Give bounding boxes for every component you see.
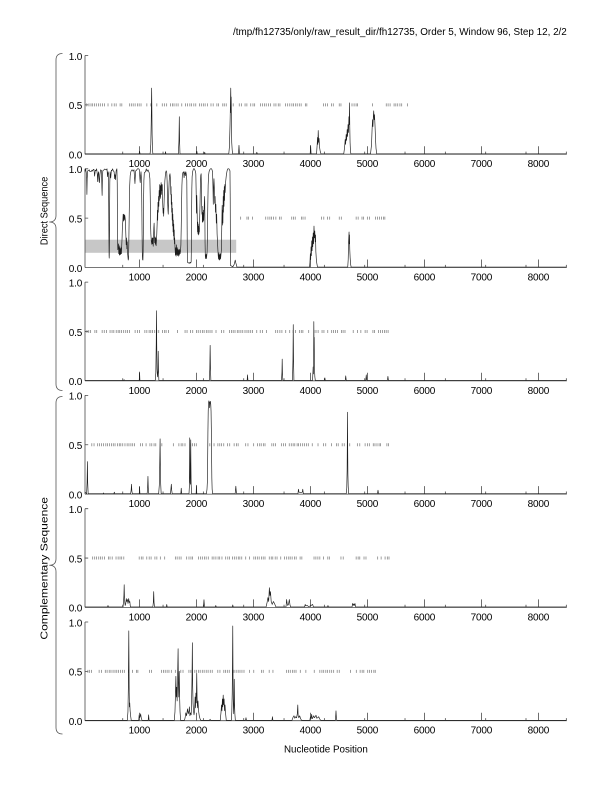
svg-text:4000: 4000 [300, 273, 322, 284]
svg-text:6000: 6000 [414, 726, 436, 737]
svg-text:0.0: 0.0 [69, 604, 83, 615]
svg-text:4000: 4000 [300, 386, 322, 397]
svg-text:1000: 1000 [129, 499, 151, 510]
svg-text:6000: 6000 [414, 273, 436, 284]
svg-text:5000: 5000 [357, 612, 379, 623]
svg-text:7000: 7000 [471, 726, 493, 737]
svg-text:7000: 7000 [471, 159, 493, 170]
svg-text:8000: 8000 [528, 499, 550, 510]
svg-text:1000: 1000 [129, 726, 151, 737]
svg-text:4000: 4000 [300, 726, 322, 737]
svg-text:1000: 1000 [129, 386, 151, 397]
svg-text:6000: 6000 [414, 386, 436, 397]
svg-text:Complementary Sequence: Complementary Sequence [39, 496, 50, 639]
svg-text:5000: 5000 [357, 726, 379, 737]
svg-text:3000: 3000 [243, 499, 265, 510]
svg-text:0.0: 0.0 [69, 264, 83, 275]
svg-text:2000: 2000 [186, 612, 208, 623]
svg-text:0.5: 0.5 [69, 554, 83, 565]
svg-text:4000: 4000 [300, 499, 322, 510]
svg-text:7000: 7000 [471, 499, 493, 510]
svg-text:7000: 7000 [471, 273, 493, 284]
svg-text:1.0: 1.0 [69, 505, 83, 516]
svg-text:6000: 6000 [414, 159, 436, 170]
svg-text:1000: 1000 [129, 159, 151, 170]
svg-text:0.5: 0.5 [69, 214, 83, 225]
svg-text:2000: 2000 [186, 386, 208, 397]
svg-text:Nucleotide Position: Nucleotide Position [284, 744, 368, 755]
svg-text:Direct Sequence: Direct Sequence [39, 176, 50, 245]
svg-text:3000: 3000 [243, 386, 265, 397]
svg-text:3000: 3000 [243, 159, 265, 170]
svg-text:5000: 5000 [357, 273, 379, 284]
svg-text:5000: 5000 [357, 386, 379, 397]
svg-text:1.0: 1.0 [69, 278, 83, 289]
svg-text:0.0: 0.0 [69, 377, 83, 388]
svg-text:2000: 2000 [186, 159, 208, 170]
svg-text:8000: 8000 [528, 159, 550, 170]
svg-text:0.5: 0.5 [69, 101, 83, 112]
svg-text:6000: 6000 [414, 612, 436, 623]
svg-text:1.0: 1.0 [69, 618, 83, 629]
svg-text:/tmp/fh12735/only/raw_result_d: /tmp/fh12735/only/raw_result_dir/fh12735… [233, 27, 567, 38]
svg-text:1000: 1000 [129, 273, 151, 284]
svg-text:2000: 2000 [186, 726, 208, 737]
svg-text:4000: 4000 [300, 612, 322, 623]
svg-text:3000: 3000 [243, 273, 265, 284]
svg-text:0.0: 0.0 [69, 717, 83, 728]
svg-text:4000: 4000 [300, 159, 322, 170]
svg-text:0.5: 0.5 [69, 668, 83, 679]
svg-text:6000: 6000 [414, 499, 436, 510]
svg-text:8000: 8000 [528, 273, 550, 284]
svg-text:3000: 3000 [243, 612, 265, 623]
svg-text:1.0: 1.0 [69, 52, 83, 63]
svg-text:0.5: 0.5 [69, 441, 83, 452]
svg-text:5000: 5000 [357, 159, 379, 170]
svg-text:7000: 7000 [471, 612, 493, 623]
svg-text:3000: 3000 [243, 726, 265, 737]
svg-text:0.0: 0.0 [69, 490, 83, 501]
svg-text:5000: 5000 [357, 499, 379, 510]
svg-text:8000: 8000 [528, 386, 550, 397]
svg-text:8000: 8000 [528, 726, 550, 737]
svg-text:1000: 1000 [129, 612, 151, 623]
svg-text:2000: 2000 [186, 499, 208, 510]
svg-text:0.5: 0.5 [69, 328, 83, 339]
svg-text:1.0: 1.0 [69, 165, 83, 176]
svg-text:2000: 2000 [186, 273, 208, 284]
svg-text:1.0: 1.0 [69, 392, 83, 403]
svg-text:8000: 8000 [528, 612, 550, 623]
svg-text:7000: 7000 [471, 386, 493, 397]
svg-text:0.0: 0.0 [69, 151, 83, 162]
